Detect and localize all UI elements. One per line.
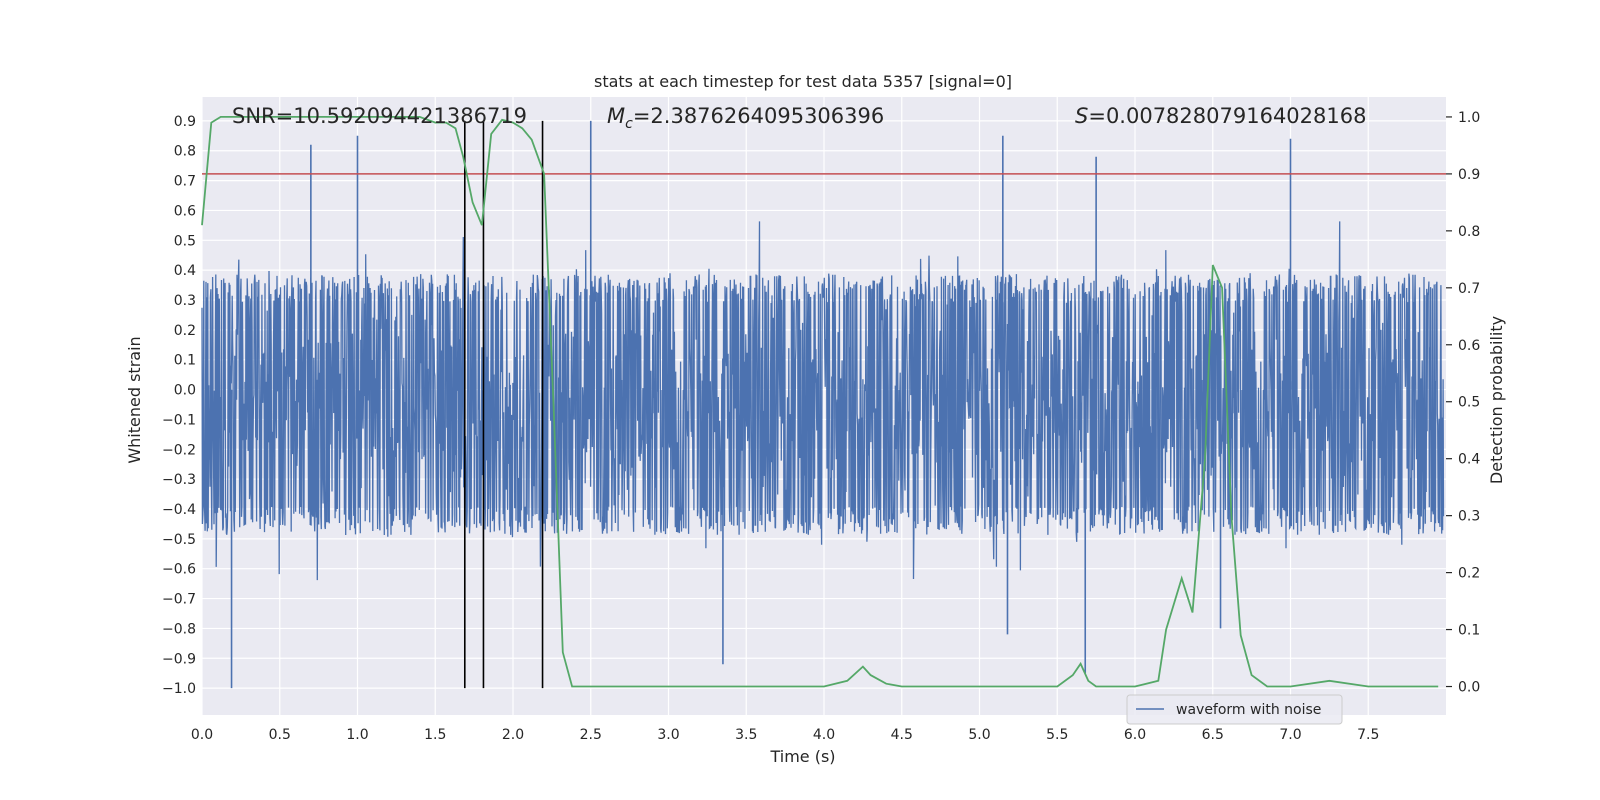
x-tick-label: 3.5 xyxy=(735,727,757,743)
y-right-tick-label: 0.4 xyxy=(1458,452,1480,468)
y-left-tick-label: −0.8 xyxy=(162,621,196,637)
y-left-tick-label: 0.1 xyxy=(174,353,196,369)
y-left-tick-label: 0.2 xyxy=(174,323,196,339)
x-tick-label: 5.5 xyxy=(1046,727,1068,743)
y-left-axis-label: Whitened strain xyxy=(125,336,144,463)
y-right-tick-label: 0.6 xyxy=(1458,338,1480,354)
y-left-axis-ticks: 0.9 0.8 0.7 0.6 0.5 0.4 0.3 0.2 0.1 0.0 −0.1 −0.2 −0… xyxy=(162,114,196,697)
s-annotation: S=0.007828079164028168 xyxy=(1075,104,1366,128)
chart-title: stats at each timestep for test data 535… xyxy=(594,72,1012,91)
x-tick-label: 7.0 xyxy=(1279,727,1301,743)
y-left-tick-label: −0.7 xyxy=(162,592,196,608)
waveform-series xyxy=(201,120,1445,689)
y-right-tick-label: 0.1 xyxy=(1458,623,1480,639)
x-tick-label: 0.5 xyxy=(269,727,291,743)
s-value: =0.007828079164028168 xyxy=(1088,104,1366,128)
s-symbol: S xyxy=(1075,104,1088,128)
probability-line xyxy=(201,116,1439,688)
y-right-tick-label: 0.8 xyxy=(1458,224,1480,240)
y-left-tick-label: 0.9 xyxy=(174,114,196,130)
legend: waveform with noise xyxy=(1126,694,1343,725)
legend-box xyxy=(1126,694,1343,725)
y-right-tick-label: 0.0 xyxy=(1458,680,1480,696)
y-left-tick-label: 0.4 xyxy=(174,263,196,279)
y-left-tick-label: 0.3 xyxy=(174,293,196,309)
x-tick-label: 6.5 xyxy=(1202,727,1224,743)
x-tick-label: 4.0 xyxy=(813,727,835,743)
chirp-mass-symbol: M xyxy=(607,104,625,128)
x-tick-label: 6.0 xyxy=(1124,727,1146,743)
y-right-tick-label: 0.9 xyxy=(1458,167,1480,183)
y-left-tick-label: 0.8 xyxy=(174,144,196,160)
y-right-tick-label: 0.3 xyxy=(1458,509,1480,525)
chirp-mass-subscript: c xyxy=(625,116,633,132)
y-right-axis-ticks: 1.0 0.9 0.8 0.7 0.6 0.5 0.4 0.3 0.2 0.1 0.0 xyxy=(1446,110,1480,696)
chirp-mass-annotation: Mc=2.3876264095306396 xyxy=(607,104,884,132)
x-tick-label: 1.0 xyxy=(346,727,368,743)
y-right-axis-label: Detection probability xyxy=(1487,316,1506,484)
y-left-tick-label: −1.0 xyxy=(162,681,196,697)
x-tick-label: 7.5 xyxy=(1357,727,1379,743)
x-tick-label: 4.5 xyxy=(891,727,913,743)
y-left-tick-label: 0.5 xyxy=(174,233,196,249)
probability-series xyxy=(201,116,1439,688)
x-tick-label: 2.0 xyxy=(502,727,524,743)
legend-label: waveform with noise xyxy=(1176,702,1321,718)
y-left-tick-label: −0.9 xyxy=(162,651,196,667)
x-tick-label: 0.0 xyxy=(191,727,213,743)
y-left-tick-label: −0.5 xyxy=(162,532,196,548)
y-right-tick-label: 1.0 xyxy=(1458,110,1480,126)
y-right-tick-label: 0.7 xyxy=(1458,281,1480,297)
x-axis-ticks: 0.0 0.5 1.0 1.5 2.0 2.5 3.0 3.5 4.0 4.5 5.0 5.5 6.0 6… xyxy=(191,727,1380,743)
y-left-tick-label: 0.7 xyxy=(174,174,196,190)
x-tick-label: 1.5 xyxy=(424,727,446,743)
y-left-tick-label: 0.6 xyxy=(174,203,196,219)
y-left-tick-label: −0.4 xyxy=(162,502,196,518)
y-left-tick-label: −0.1 xyxy=(162,412,196,428)
waveform-line xyxy=(201,221,1445,581)
y-right-tick-label: 0.2 xyxy=(1458,566,1480,582)
chirp-mass-value: =2.3876264095306396 xyxy=(633,104,884,128)
x-tick-label: 2.5 xyxy=(580,727,602,743)
x-tick-label: 3.0 xyxy=(657,727,679,743)
y-left-tick-label: −0.2 xyxy=(162,442,196,458)
x-axis-label: Time (s) xyxy=(769,747,835,766)
y-right-tick-label: 0.5 xyxy=(1458,395,1480,411)
y-left-tick-label: −0.3 xyxy=(162,472,196,488)
y-left-tick-label: 0.0 xyxy=(174,383,196,399)
y-left-tick-label: −0.6 xyxy=(162,562,196,578)
x-tick-label: 5.0 xyxy=(968,727,990,743)
snr-annotation: SNR=10.592094421386719 xyxy=(232,104,527,128)
